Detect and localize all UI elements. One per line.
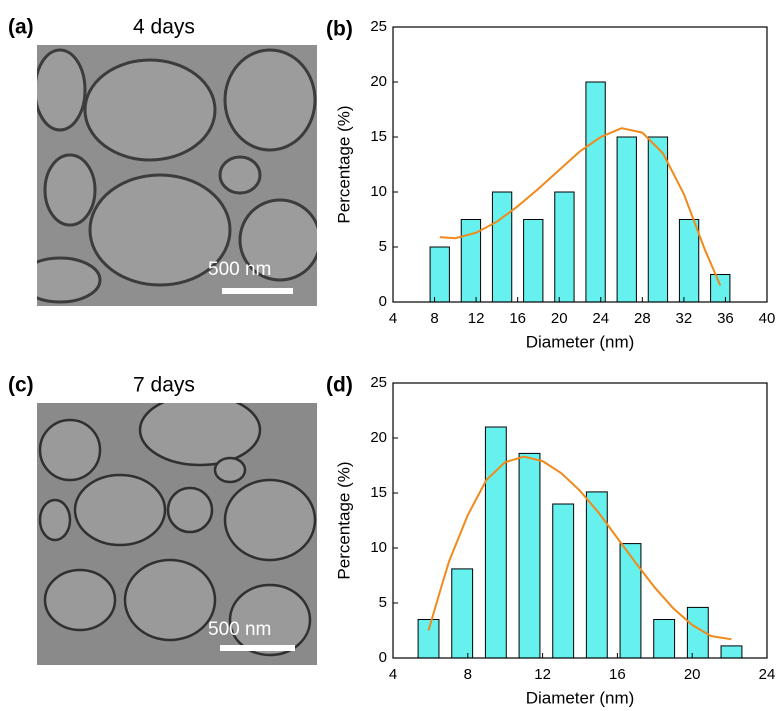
panel-caption: 4 days: [133, 16, 195, 39]
y-tick-label: 15: [370, 484, 387, 501]
x-tick-label: 24: [592, 310, 609, 327]
y-tick-label: 20: [370, 429, 387, 446]
y-axis-label: Percentage (%): [334, 461, 353, 579]
y-tick-label: 5: [379, 238, 387, 255]
y-tick-label: 10: [370, 539, 387, 556]
plot-frame: [392, 26, 768, 303]
panel-label: (b): [326, 18, 353, 41]
bar: [552, 503, 575, 659]
bar: [710, 274, 731, 303]
bar: [678, 219, 700, 303]
bar: [585, 491, 608, 659]
bar: [585, 81, 606, 303]
x-tick-label: 4: [389, 310, 397, 327]
bar: [616, 136, 637, 303]
bar: [518, 452, 541, 659]
panel-label: (c): [8, 374, 34, 397]
x-axis-label: Diameter (nm): [526, 332, 635, 351]
y-tick-label: 5: [379, 594, 387, 611]
y-tick-label: 10: [370, 183, 387, 200]
tem-image: [37, 45, 317, 306]
y-tick-label: 15: [370, 128, 387, 145]
x-tick-label: 12: [468, 310, 485, 327]
x-tick-label: 20: [551, 310, 568, 327]
x-tick-label: 32: [676, 310, 693, 327]
plot-frame: [392, 382, 768, 659]
x-tick-label: 8: [464, 666, 472, 683]
scale-bar-label: 500 nm: [208, 259, 271, 280]
panel-label: (d): [326, 374, 353, 397]
panel-caption: 7 days: [133, 374, 195, 397]
bar: [653, 619, 676, 659]
x-tick-label: 12: [534, 666, 551, 683]
bar: [720, 645, 743, 659]
y-tick-label: 20: [370, 73, 387, 90]
x-tick-label: 36: [717, 310, 734, 327]
panel-label: (a): [8, 16, 34, 39]
bar: [451, 568, 474, 659]
tem-image: [37, 403, 317, 665]
x-axis-label: Diameter (nm): [526, 688, 635, 707]
x-tick-label: 16: [609, 666, 626, 683]
bar: [554, 191, 575, 303]
y-tick-label: 25: [370, 18, 387, 35]
fit-curve: [439, 127, 722, 286]
y-tick-label: 0: [379, 649, 387, 666]
x-tick-label: 24: [759, 666, 776, 683]
bar: [647, 136, 669, 303]
bar: [491, 191, 513, 303]
fit-curve: [427, 455, 732, 641]
y-tick-label: 25: [370, 374, 387, 391]
x-tick-label: 28: [634, 310, 651, 327]
scale-bar-label: 500 nm: [208, 619, 271, 640]
x-tick-label: 8: [430, 310, 438, 327]
x-tick-label: 4: [389, 666, 397, 683]
y-axis-label: Percentage (%): [334, 105, 353, 223]
x-tick-label: 16: [509, 310, 526, 327]
y-tick-label: 0: [379, 293, 387, 310]
bar: [523, 219, 544, 303]
x-tick-label: 40: [759, 310, 776, 327]
x-tick-label: 20: [684, 666, 701, 683]
bar: [429, 246, 450, 303]
bar: [484, 426, 507, 659]
bar: [619, 543, 642, 659]
bar: [417, 619, 440, 659]
